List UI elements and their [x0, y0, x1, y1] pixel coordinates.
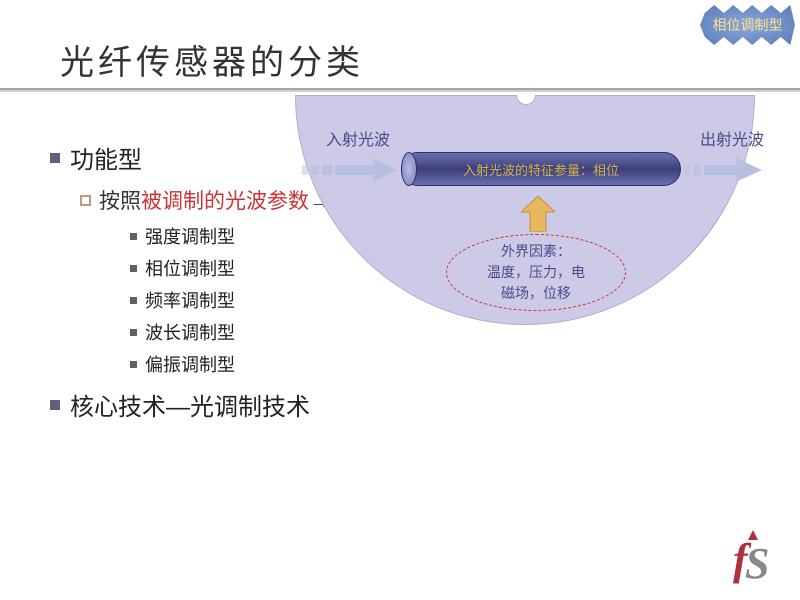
- label-incident: 入射光波: [326, 126, 390, 150]
- bullet-text: 频率调制型: [145, 287, 235, 313]
- logo-icon: S f: [725, 530, 785, 590]
- factors-line: 温度，压力，电: [457, 262, 615, 283]
- title-underline: [0, 88, 800, 90]
- corner-badge: 相位调制型: [700, 5, 795, 45]
- square-bullet-icon: [50, 153, 60, 163]
- hemisphere-notch: [516, 95, 536, 105]
- small-square-bullet-icon: [130, 361, 137, 368]
- bullet-text: 相位调制型: [145, 255, 235, 281]
- factors-label: 外界因素：: [457, 241, 615, 262]
- arrow-up-icon: [521, 196, 555, 237]
- arrow-in-icon: [302, 158, 397, 182]
- small-square-bullet-icon: [130, 297, 137, 304]
- bullet-core-tech: 核心技术—光调制技术: [50, 387, 410, 422]
- factors-line: 磁场，位移: [457, 283, 615, 304]
- page-title: 光纤传感器的分类: [60, 35, 364, 84]
- small-square-bullet-icon: [130, 233, 137, 240]
- hemisphere-bg: 入射光波 出射光波 入射光波的特征参量：相位: [295, 95, 755, 325]
- bullet-text: 波长调制型: [145, 319, 235, 345]
- badge-text: 相位调制型: [713, 15, 783, 35]
- fiber-diagram: 入射光波 出射光波 入射光波的特征参量：相位: [280, 95, 780, 365]
- bullet-text: 强度调制型: [145, 223, 235, 249]
- small-square-bullet-icon: [130, 265, 137, 272]
- fiber-label: 入射光波的特征参量：相位: [463, 160, 619, 179]
- prefix-text: 按照: [99, 190, 141, 213]
- small-square-bullet-icon: [130, 329, 137, 336]
- external-factors-box: 外界因素： 温度，压力，电 磁场，位移: [446, 234, 626, 311]
- bullet-text: 核心技术—光调制技术: [70, 387, 310, 422]
- arrow-out-icon: [684, 158, 764, 182]
- svg-text:S: S: [745, 539, 769, 588]
- bullet-text: 功能型: [70, 140, 142, 175]
- hollow-square-bullet-icon: [80, 195, 91, 206]
- fiber-end-cap: [401, 152, 417, 186]
- bullet-text: 偏振调制型: [145, 351, 235, 377]
- fiber-cylinder: 入射光波的特征参量：相位: [401, 152, 681, 186]
- square-bullet-icon: [50, 400, 60, 410]
- label-output: 出射光波: [700, 126, 764, 150]
